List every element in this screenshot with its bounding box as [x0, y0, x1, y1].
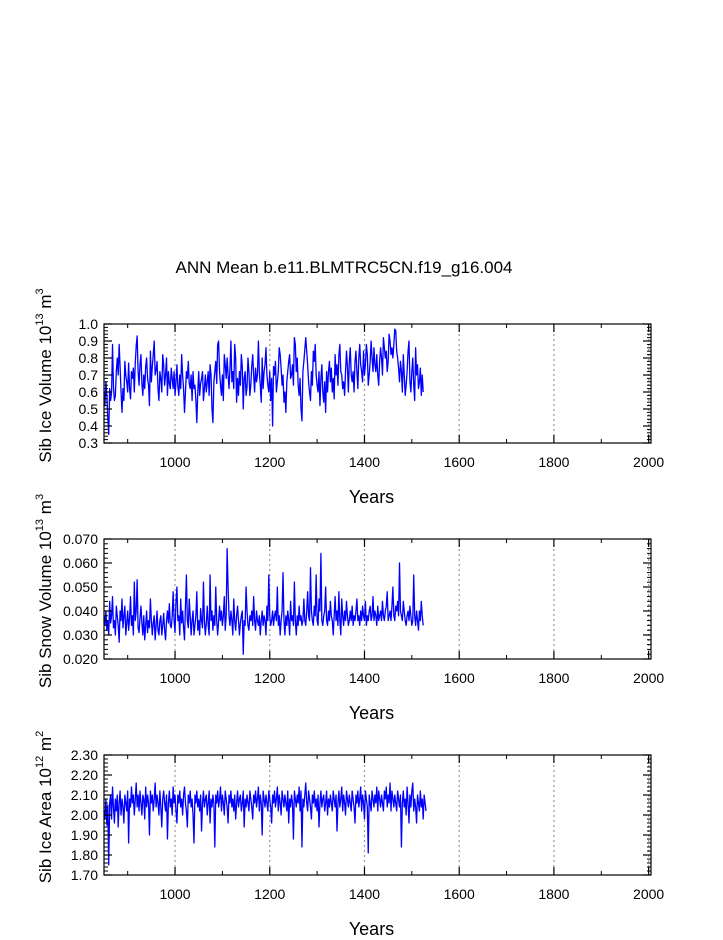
y-axis-label-base: Sib Ice Area 10	[36, 768, 55, 883]
series-line	[103, 547, 424, 655]
y-tick-label: 2.10	[71, 787, 98, 803]
panel-ice-area: 1000 1200 1400 1600 1800 2000 1.70 1.80 1.90 2.00…	[34, 731, 664, 939]
y-tick-label: 0.5	[79, 401, 99, 417]
y-tick-label: 0.8	[79, 350, 99, 366]
x-tick-label: 1400	[349, 670, 380, 686]
y-axis-label: Sib Ice Volume 1013 m3	[34, 288, 55, 462]
plot-frame	[103, 538, 652, 660]
series-line	[103, 782, 427, 866]
y-axis-label-unit-exponent: 3	[34, 288, 46, 294]
y-axis-label-unit: m	[36, 294, 55, 313]
x-tick-label: 1000	[159, 670, 190, 686]
y-tick-label: 0.030	[63, 627, 98, 643]
y-tick-label: 2.20	[71, 767, 98, 783]
y-tick-label: 1.80	[71, 847, 98, 863]
y-tick-label: 0.070	[63, 531, 98, 547]
y-tick-label: 0.060	[63, 555, 98, 571]
y-axis-label-base: Sib Ice Volume 10	[36, 326, 55, 463]
x-tick-label: 1800	[538, 670, 569, 686]
x-tick-label: 2000	[633, 454, 664, 470]
x-tick-label: 1200	[254, 454, 285, 470]
y-axis-label-unit: m	[36, 737, 55, 756]
y-tick-label: 2.30	[71, 747, 98, 763]
x-tick-label: 1000	[159, 886, 190, 902]
x-tick-label: 1400	[349, 886, 380, 902]
y-tick-label: 2.00	[71, 807, 98, 823]
y-tick-label: 1.0	[79, 316, 99, 332]
y-axis-label-unit-exponent: 3	[34, 494, 46, 500]
x-tick-label: 1400	[349, 454, 380, 470]
x-tick-label: 1000	[159, 454, 190, 470]
y-axis-label-base: Sib Snow Volume 10	[36, 531, 55, 688]
x-tick-label: 2000	[633, 670, 664, 686]
x-tick-label: 1200	[254, 886, 285, 902]
x-tick-label: 1800	[538, 454, 569, 470]
y-axis-label: Sib Snow Volume 1013 m3	[34, 494, 55, 688]
panel-ice-volume: 1000 1200 1400 1600 1800 20000.30.40.50.60.70…	[34, 288, 664, 507]
x-tick-label: 1600	[444, 454, 475, 470]
x-tick-label: 1200	[254, 670, 285, 686]
x-tick-label: 1600	[444, 670, 475, 686]
x-tick-label: 2000	[633, 886, 664, 902]
y-axis-label-exponent: 13	[34, 313, 46, 325]
y-tick-label: 0.9	[79, 333, 99, 349]
y-tick-label: 0.020	[63, 651, 98, 667]
y-tick-label: 0.6	[79, 384, 99, 400]
y-tick-label: 0.7	[79, 367, 99, 383]
x-tick-label: 1800	[538, 886, 569, 902]
y-axis-label-exponent: 13	[34, 519, 46, 531]
chart-title: ANN Mean b.e11.BLMTRC5CN.f19_g16.004	[175, 258, 512, 277]
series-line	[103, 328, 424, 436]
y-axis-label-unit: m	[36, 500, 55, 519]
panel-snow-volume: 1000 1200 1400 1600 1800 2000 0.020 0.030 0.040 0…	[34, 494, 664, 723]
x-axis-label: Years	[349, 703, 394, 723]
y-tick-label: 0.040	[63, 603, 98, 619]
y-tick-label: 0.4	[79, 418, 99, 434]
x-axis-label: Years	[349, 919, 394, 935]
plot-frame	[103, 323, 652, 444]
y-tick-label: 0.050	[63, 579, 98, 595]
y-axis-label: Sib Ice Area 1012 m2	[34, 731, 55, 884]
y-tick-label: 0.3	[79, 435, 99, 451]
x-axis-label: Years	[349, 487, 394, 507]
y-tick-label: 1.90	[71, 827, 98, 843]
y-axis-label-unit-exponent: 2	[34, 731, 46, 737]
x-tick-label: 1600	[444, 886, 475, 902]
y-axis-label-exponent: 12	[34, 756, 46, 768]
y-tick-label: 1.70	[71, 867, 98, 883]
